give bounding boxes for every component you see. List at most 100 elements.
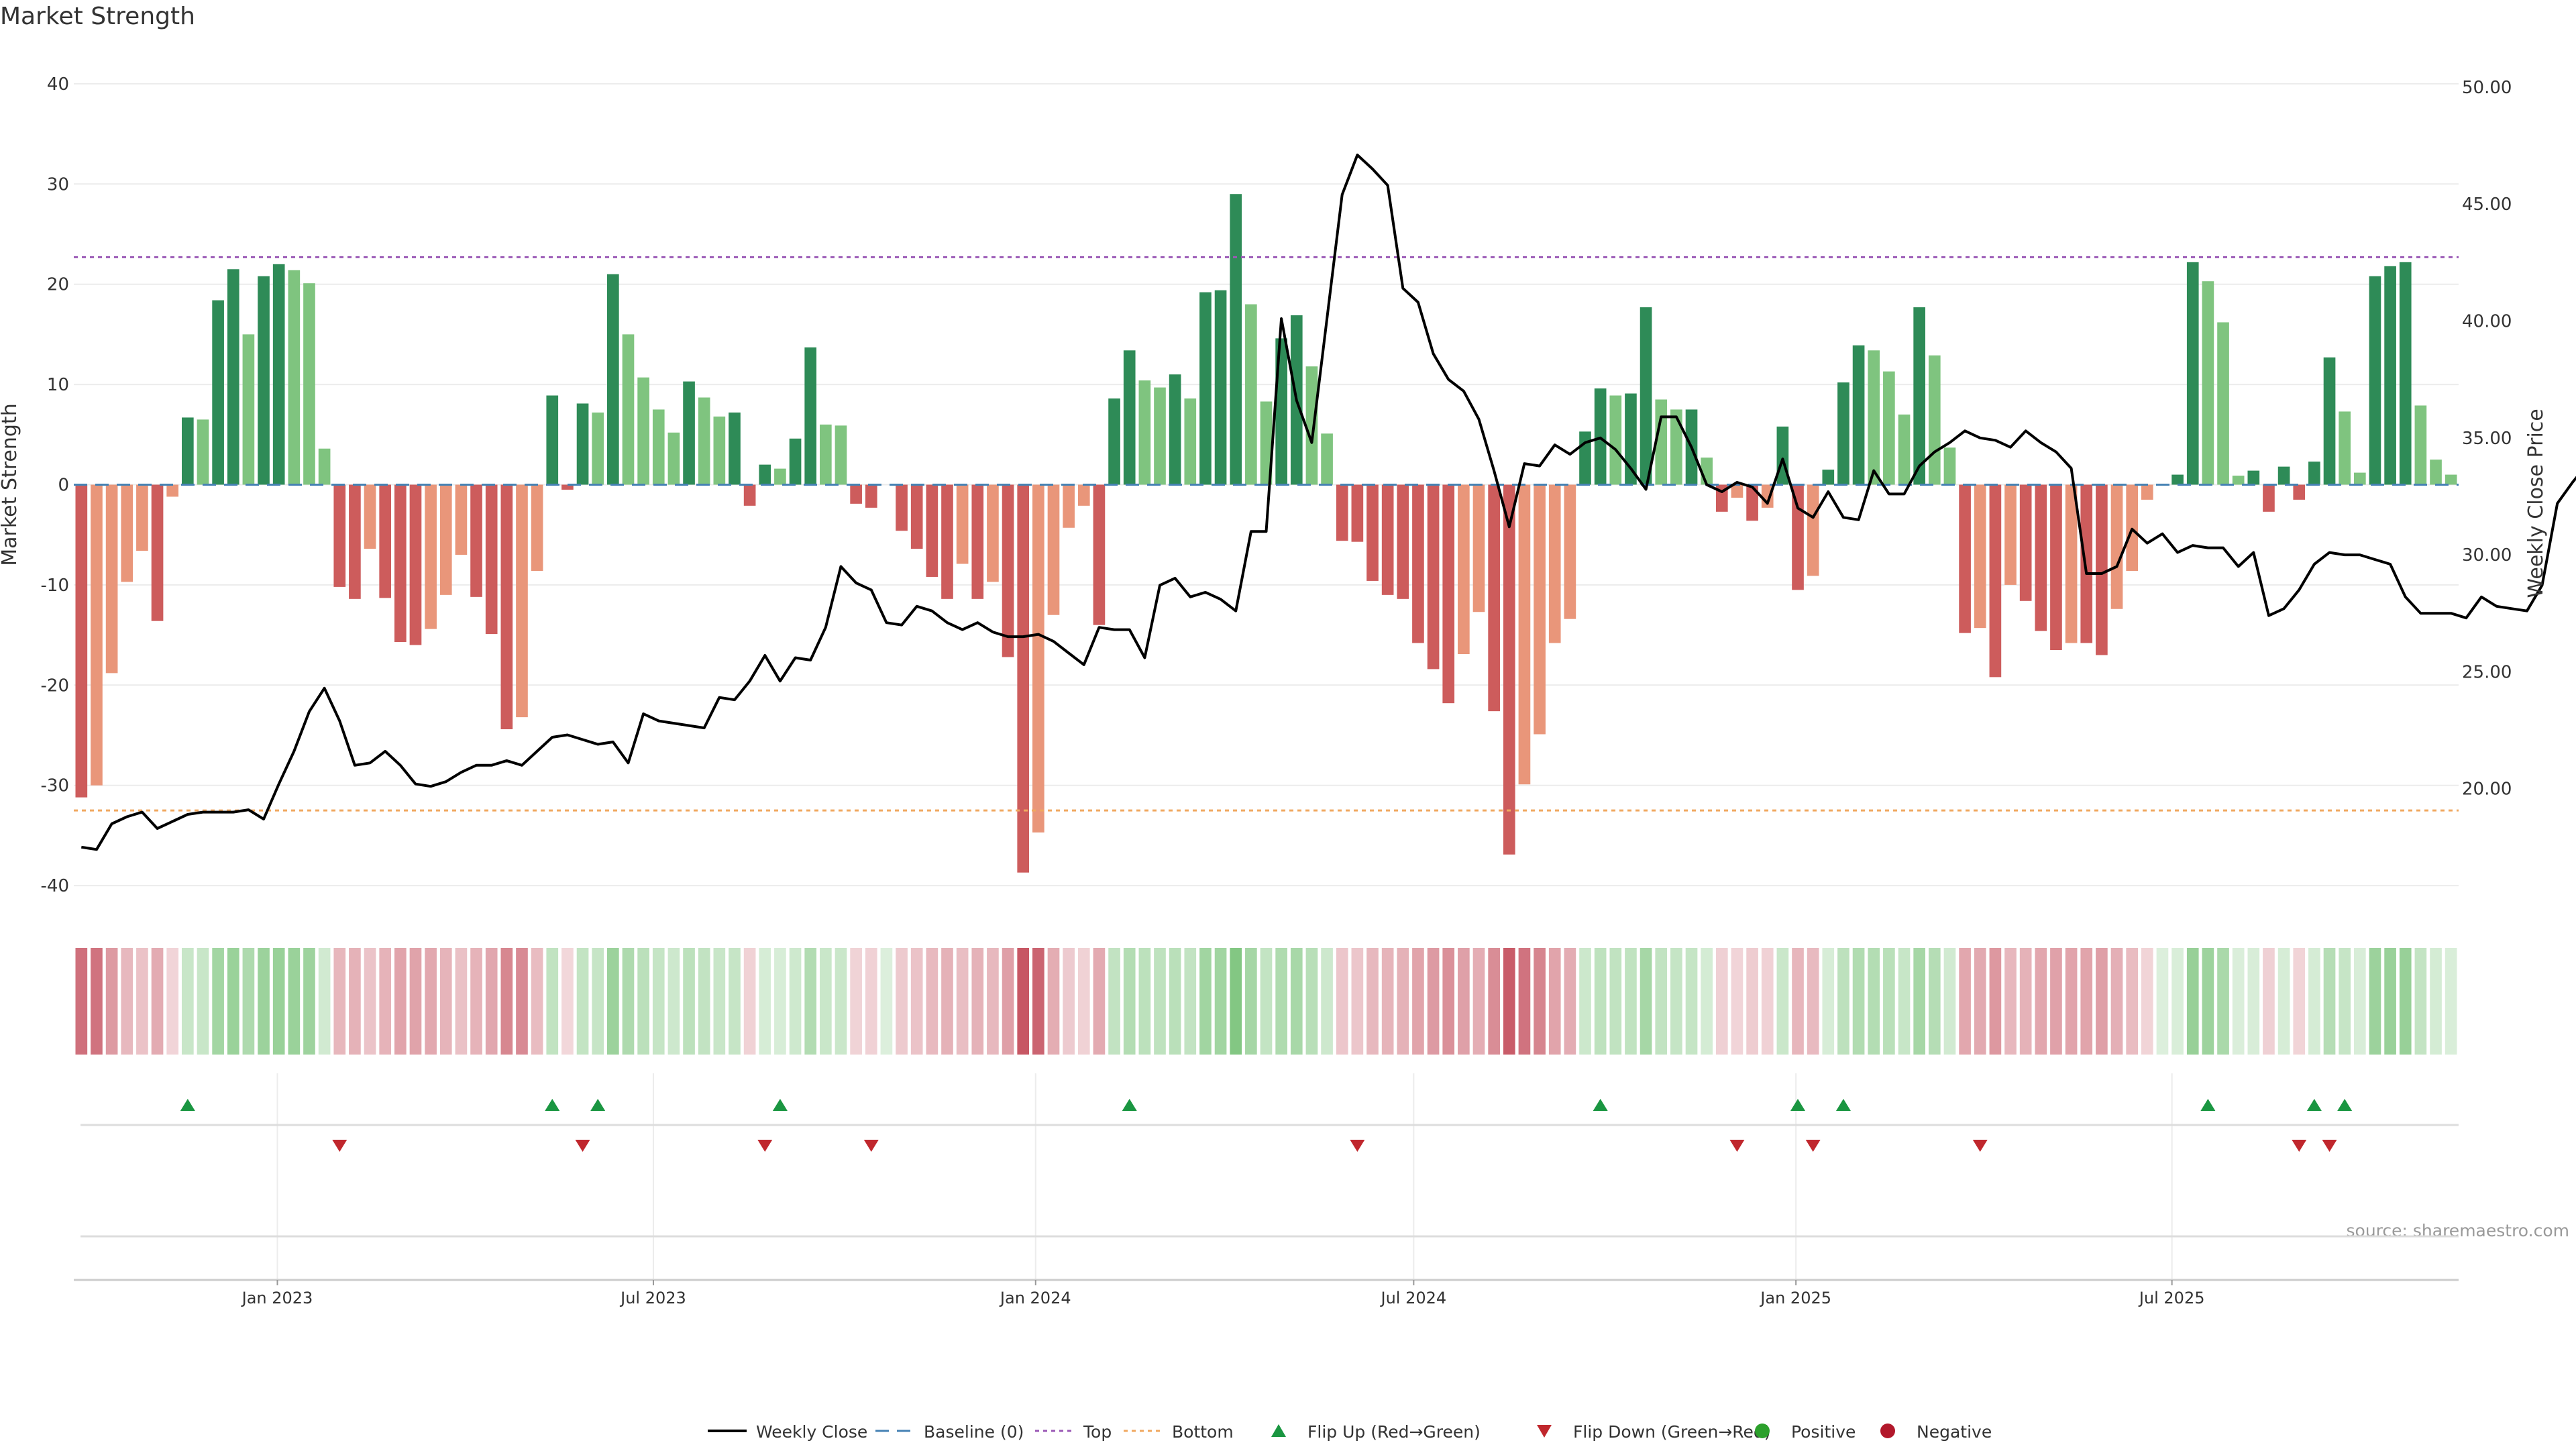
strength-bar (910, 484, 923, 549)
heat-cell (2080, 948, 2093, 1055)
heat-cell (1792, 948, 1804, 1055)
heat-cell (531, 948, 543, 1055)
strength-bar (1305, 366, 1318, 485)
strength-heat-strip (75, 948, 2457, 1055)
heat-cell (1776, 948, 1789, 1055)
legend-flip-up-icon (1271, 1424, 1286, 1437)
heat-cell (713, 948, 726, 1055)
heat-cell (1290, 948, 1303, 1055)
heat-cell (1336, 948, 1348, 1055)
heat-cell (1989, 948, 2002, 1055)
legend-positive-icon (1755, 1424, 1770, 1438)
heat-cell (2096, 948, 2108, 1055)
strength-bar (1245, 304, 1257, 485)
heat-cell (622, 948, 635, 1055)
heat-cell (2019, 948, 2032, 1055)
heat-cell (500, 948, 513, 1055)
right-tick-label: 20.00 (2462, 780, 2512, 800)
heat-cell (2035, 948, 2047, 1055)
heat-cell (1943, 948, 1956, 1055)
strength-bar (2232, 476, 2245, 485)
heat-cell (1579, 948, 1591, 1055)
date-tick-label: Jul 2024 (1380, 1289, 1447, 1307)
strength-bar (622, 334, 635, 485)
heat-cell (561, 948, 574, 1055)
heat-cell (1047, 948, 1060, 1055)
weekly-close-line (80, 154, 2576, 851)
heat-cell (2445, 948, 2457, 1055)
strength-bar (2096, 484, 2108, 655)
left-tick-label: 10 (47, 375, 69, 395)
heat-cell (1321, 948, 1333, 1055)
strength-bar (835, 425, 847, 485)
heat-cell (272, 948, 285, 1055)
heat-cell (105, 948, 118, 1055)
strength-bar (1108, 398, 1120, 485)
strength-bar (425, 484, 437, 629)
strength-bar (1472, 484, 1485, 612)
heat-cell (1761, 948, 1774, 1055)
heat-cell (1366, 948, 1379, 1055)
heat-cell (835, 948, 847, 1055)
flip-up-marker (1122, 1099, 1137, 1111)
strength-bar (1731, 484, 1743, 498)
strength-bar (713, 416, 726, 485)
right-axis-title: Weekly Close Price (2524, 409, 2548, 598)
heat-cell (1548, 948, 1561, 1055)
flip-down-marker (863, 1140, 879, 1152)
strength-bar (75, 484, 88, 798)
heat-cell (1199, 948, 1212, 1055)
strength-bar (1351, 484, 1364, 542)
heat-cell (1625, 948, 1637, 1055)
heat-cell (166, 948, 179, 1055)
strength-bar (212, 300, 224, 485)
strength-bar (637, 377, 649, 485)
strength-bar (2080, 484, 2093, 643)
strength-bar (1609, 395, 1622, 485)
strength-bar (1670, 409, 1682, 485)
strength-bar (1868, 350, 1880, 485)
heat-cell (2308, 948, 2320, 1055)
strength-bar (667, 432, 680, 485)
right-tick-label: 45.00 (2462, 195, 2512, 215)
strength-bar (197, 419, 209, 485)
strength-bar (516, 484, 528, 718)
strength-bar (364, 484, 376, 549)
right-tick-label: 35.00 (2462, 429, 2512, 449)
strength-bar (379, 484, 392, 598)
heat-cell (1731, 948, 1743, 1055)
weekly-close-path (80, 154, 2576, 851)
strength-bar (136, 484, 148, 551)
strength-bar (1032, 484, 1044, 833)
heat-cell (470, 948, 482, 1055)
heat-cell (820, 948, 832, 1055)
heat-cell (2217, 948, 2229, 1055)
strength-bar (1002, 484, 1014, 657)
strength-bar (729, 412, 741, 485)
legend-negative-icon (1880, 1424, 1895, 1438)
strength-bar (166, 484, 179, 497)
gridlines (74, 83, 2459, 1281)
heat-cell (804, 948, 817, 1055)
heat-cell (2126, 948, 2138, 1055)
heat-cell (667, 948, 680, 1055)
strength-bar (409, 484, 422, 645)
heat-cell (1093, 948, 1106, 1055)
heat-cell (394, 948, 407, 1055)
heat-cell (1852, 948, 1865, 1055)
heat-cell (592, 948, 604, 1055)
strength-bar (272, 264, 285, 485)
heat-cell (1245, 948, 1257, 1055)
strength-bar (2369, 276, 2381, 485)
heat-cell (1154, 948, 1166, 1055)
heat-cell (2369, 948, 2381, 1055)
strength-bar (743, 484, 756, 506)
strength-bar (394, 484, 407, 643)
heat-cell (698, 948, 710, 1055)
strength-bar (1381, 484, 1394, 595)
heat-cell (546, 948, 559, 1055)
flip-up-marker (590, 1099, 606, 1111)
heat-cell (759, 948, 771, 1055)
heat-cell (349, 948, 361, 1055)
strength-bar (1412, 484, 1424, 643)
